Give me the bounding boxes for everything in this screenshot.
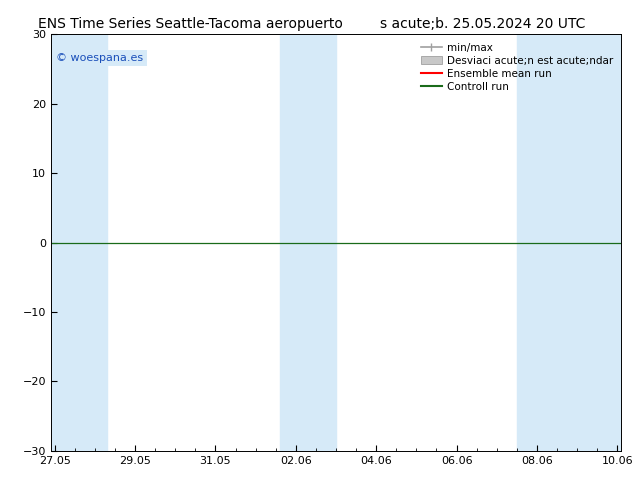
Text: © woespana.es: © woespana.es xyxy=(56,53,143,63)
Bar xyxy=(517,34,621,451)
Text: ENS Time Series Seattle-Tacoma aeropuerto: ENS Time Series Seattle-Tacoma aeropuert… xyxy=(38,17,342,31)
Bar xyxy=(51,34,107,451)
Bar xyxy=(280,34,336,451)
Text: s acute;b. 25.05.2024 20 UTC: s acute;b. 25.05.2024 20 UTC xyxy=(380,17,586,31)
Legend: min/max, Desviaci acute;n est acute;ndar, Ensemble mean run, Controll run: min/max, Desviaci acute;n est acute;ndar… xyxy=(418,40,616,95)
